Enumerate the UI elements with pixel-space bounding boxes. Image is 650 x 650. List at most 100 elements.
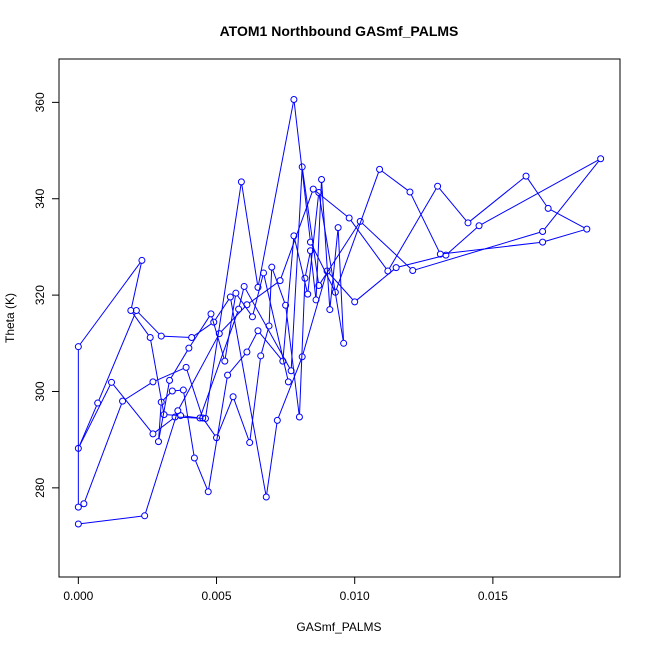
- series-segment: [155, 368, 184, 382]
- data-point: [185, 344, 193, 352]
- data-point: [119, 397, 127, 405]
- series-segment: [261, 328, 269, 354]
- series-segment: [544, 160, 600, 230]
- data-point: [282, 301, 290, 309]
- data-point: [154, 438, 162, 446]
- data-point: [80, 500, 88, 508]
- data-point: [340, 339, 348, 347]
- data-point: [224, 371, 232, 379]
- series-segment: [545, 229, 585, 242]
- data-point: [74, 520, 82, 528]
- data-point: [323, 267, 331, 275]
- data-point: [246, 439, 254, 447]
- x-tick-label: 0.010: [340, 589, 370, 603]
- series-segment: [550, 209, 585, 229]
- data-point: [179, 386, 187, 394]
- series-segment: [186, 370, 203, 416]
- y-tick-label: 280: [33, 478, 47, 498]
- series-segment: [356, 269, 395, 301]
- series-segment: [217, 399, 233, 436]
- series-segment: [204, 420, 216, 436]
- series-segment: [415, 231, 540, 271]
- data-point: [406, 188, 414, 196]
- data-point: [188, 334, 196, 342]
- data-point: [177, 412, 185, 420]
- data-point: [127, 307, 135, 315]
- data-point: [315, 281, 323, 289]
- data-point: [273, 416, 281, 424]
- series-segment: [79, 405, 97, 446]
- y-tick-label: 320: [33, 285, 47, 305]
- series-segment: [138, 312, 160, 335]
- data-point: [409, 267, 417, 275]
- series-segment: [112, 384, 152, 432]
- series-segment: [183, 392, 195, 456]
- data-point: [204, 488, 212, 496]
- data-point: [309, 185, 317, 193]
- series-segment: [362, 223, 411, 269]
- series-segment: [190, 316, 210, 346]
- series-segment: [183, 415, 198, 419]
- series-segment: [224, 296, 236, 359]
- data-point: [306, 247, 314, 255]
- data-point: [475, 222, 483, 230]
- data-point: [298, 353, 306, 361]
- data-point: [345, 214, 353, 222]
- data-point: [182, 363, 190, 371]
- series-segment: [208, 377, 228, 489]
- data-point: [260, 269, 268, 277]
- series-segment: [285, 308, 300, 415]
- series-segment: [290, 169, 303, 368]
- data-point: [522, 172, 530, 180]
- data-point: [254, 327, 262, 335]
- series-segment: [263, 275, 289, 380]
- data-point: [257, 352, 265, 360]
- series-segment: [124, 383, 151, 400]
- series-segment: [439, 188, 467, 221]
- series-segment: [388, 188, 437, 269]
- chart-title: ATOM1 Northbound GASmf_PALMS: [220, 23, 459, 39]
- series-segment: [193, 323, 212, 337]
- series-segment: [302, 273, 327, 355]
- data-point: [74, 343, 82, 351]
- series-segment: [170, 350, 188, 379]
- series-segment: [158, 405, 162, 439]
- series-segment: [84, 403, 122, 502]
- series-segment: [258, 102, 294, 285]
- data-point: [235, 305, 243, 313]
- series-segment: [249, 282, 278, 304]
- series-segment: [350, 220, 387, 269]
- data-point: [108, 378, 116, 386]
- data-point: [304, 290, 312, 298]
- data-point: [138, 256, 146, 264]
- data-point: [442, 251, 450, 259]
- data-point: [290, 232, 298, 240]
- series-segment: [272, 269, 286, 303]
- series-segment: [305, 253, 311, 276]
- series-segment: [318, 195, 344, 341]
- data-point: [351, 298, 359, 306]
- data-series: [74, 95, 605, 528]
- series-segment: [150, 340, 164, 412]
- data-point: [295, 413, 303, 421]
- data-point: [196, 414, 204, 422]
- series-segment: [282, 238, 295, 359]
- data-point: [326, 306, 334, 314]
- data-point: [392, 264, 400, 272]
- y-axis-label: Theta (K): [3, 293, 17, 343]
- data-point: [262, 493, 270, 501]
- series-segment: [329, 230, 339, 307]
- series-segment: [158, 383, 170, 439]
- data-point: [226, 293, 234, 301]
- data-point: [583, 225, 591, 233]
- data-point: [232, 289, 240, 297]
- series-segment: [241, 184, 259, 285]
- series-segment: [132, 312, 149, 336]
- series-segment: [205, 184, 242, 416]
- y-axis: 280 300 320 340 360: [33, 92, 60, 498]
- data-point: [190, 454, 198, 462]
- data-point: [243, 348, 251, 356]
- data-point: [290, 95, 298, 103]
- series-segment: [470, 177, 525, 222]
